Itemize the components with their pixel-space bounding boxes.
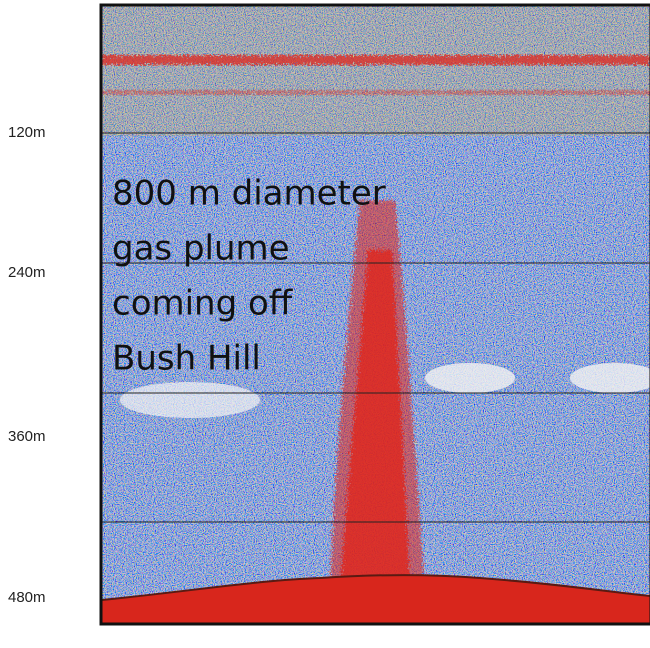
echogram-figure: 120m 240m 360m 480m 800 m diameter gas p… <box>0 0 650 648</box>
annotation-line: gas plume <box>112 229 290 269</box>
depth-label: 240m <box>8 264 46 281</box>
depth-label: 120m <box>8 124 46 141</box>
annotation-line: coming off <box>112 284 294 324</box>
depth-label: 360m <box>8 428 46 445</box>
annotation-line: 800 m diameter <box>112 174 386 214</box>
annotation-line: Bush Hill <box>112 339 261 379</box>
depth-label: 480m <box>8 589 46 606</box>
